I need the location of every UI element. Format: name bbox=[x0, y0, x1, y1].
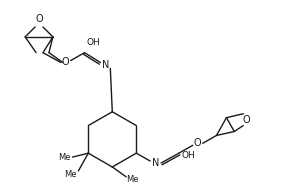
Text: Me: Me bbox=[126, 175, 138, 184]
Text: O: O bbox=[62, 58, 69, 68]
Text: Me: Me bbox=[58, 153, 71, 162]
Text: N: N bbox=[102, 60, 109, 70]
Text: OH: OH bbox=[182, 151, 196, 160]
Text: N: N bbox=[152, 158, 160, 168]
Text: O: O bbox=[243, 115, 250, 125]
Text: Me: Me bbox=[64, 170, 77, 179]
Text: O: O bbox=[194, 138, 202, 148]
Text: O: O bbox=[35, 14, 43, 24]
Text: OH: OH bbox=[87, 38, 100, 47]
